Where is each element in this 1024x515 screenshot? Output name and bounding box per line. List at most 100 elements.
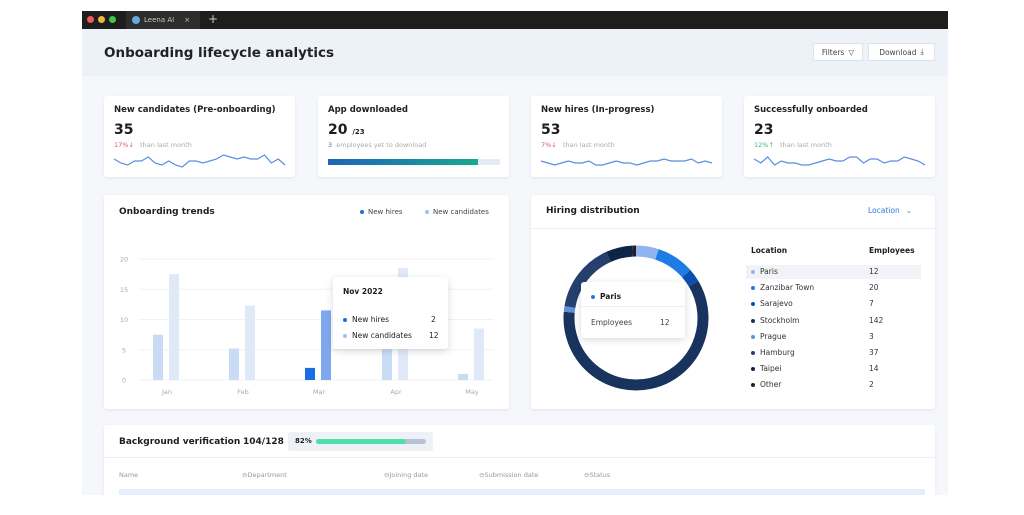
column-label: Name xyxy=(119,471,139,479)
donut-slice[interactable] xyxy=(564,251,611,309)
distribution-title: Hiring distribution xyxy=(546,206,640,216)
legend-dot xyxy=(360,210,364,214)
minimize-window-button[interactable] xyxy=(98,16,105,23)
download-icon: ⤓ xyxy=(920,47,924,56)
legend-new-candidates[interactable]: New candidates xyxy=(425,208,489,216)
donut-slice[interactable] xyxy=(682,270,699,287)
donut-slice[interactable] xyxy=(563,280,709,391)
donut-slice[interactable] xyxy=(635,245,659,260)
legend-new-hires[interactable]: New hires xyxy=(360,208,403,216)
donut-slice[interactable] xyxy=(655,249,691,278)
location-name: Sarajevo xyxy=(760,299,793,309)
filters-label: Filters xyxy=(821,47,845,57)
legend-dot xyxy=(425,210,429,214)
bar-new-candidates[interactable] xyxy=(321,310,331,380)
onboarding-trends-card: Onboarding trends New hires New candidat… xyxy=(104,195,509,409)
progress-fill xyxy=(316,439,407,444)
y-tick-label: 5 xyxy=(122,346,126,354)
location-row[interactable]: Taipei 14 xyxy=(746,362,921,376)
sort-icon: ⊖ xyxy=(479,471,485,479)
bar-new-hires[interactable] xyxy=(458,373,468,380)
location-row[interactable]: Stockholm 142 xyxy=(746,314,921,328)
filter-icon: ▽ xyxy=(848,47,855,57)
location-row[interactable]: Prague 3 xyxy=(746,330,921,344)
employee-count: 142 xyxy=(869,315,884,325)
kpi-number: 53 xyxy=(541,122,561,138)
column-header[interactable]: ⊖Joining date xyxy=(384,471,428,479)
tab-bar: Leena AI × + xyxy=(82,11,948,29)
kpi-caption: 3 employees yet to download xyxy=(328,141,426,149)
legend-dot xyxy=(751,270,755,274)
kpi-title: New candidates (Pre-onboarding) xyxy=(114,105,276,115)
close-window-button[interactable] xyxy=(87,16,94,23)
download-progress xyxy=(328,159,500,165)
location-dropdown[interactable]: Location ⌄ xyxy=(868,206,912,215)
pending-count: 3 xyxy=(328,141,333,149)
browser-window: Leena AI × + Onboarding lifecycle analyti… xyxy=(82,11,948,495)
location-row[interactable]: Zanzibar Town 20 xyxy=(746,281,921,295)
tab-close-icon[interactable]: × xyxy=(184,16,191,24)
employee-count: 37 xyxy=(869,348,879,357)
x-tick-label: May xyxy=(465,388,479,396)
employee-count: 14 xyxy=(869,364,879,374)
sort-icon: ⊖ xyxy=(584,471,590,479)
download-button[interactable]: Download ⤓ xyxy=(868,43,935,61)
bar-new-hires[interactable] xyxy=(382,337,392,380)
column-header[interactable]: ⊖Submission date xyxy=(479,471,538,479)
browser-tab[interactable]: Leena AI × xyxy=(126,11,200,29)
kpi-card[interactable]: New hires (In-progress) 53 7%↓ than last … xyxy=(531,96,722,177)
x-tick-label: Feb xyxy=(237,388,249,396)
change-percent: 17%↓ xyxy=(114,141,134,149)
new-tab-button[interactable]: + xyxy=(208,12,219,26)
column-header[interactable]: ⊖Status xyxy=(584,471,610,479)
location-row[interactable]: Sarajevo 7 xyxy=(746,297,921,311)
column-header-employees: Employees xyxy=(869,246,915,255)
tab-title: Leena AI xyxy=(144,16,175,24)
kpi-change: 12%↑ than last month xyxy=(754,141,832,149)
kpi-change: 17%↓ than last month xyxy=(114,141,192,149)
legend-dot xyxy=(751,302,755,307)
bar-new-hires[interactable] xyxy=(153,334,163,380)
divider xyxy=(531,228,935,229)
change-percent: 7%↓ xyxy=(541,141,557,149)
legend-dot xyxy=(751,367,755,372)
progress-percent: 82% xyxy=(295,437,312,445)
legend-dot xyxy=(751,334,755,339)
chart-tooltip: Nov 2022 New hires 2 New candidates 12 xyxy=(333,277,448,349)
column-header[interactable]: Name xyxy=(119,471,138,479)
tooltip-location: Paris xyxy=(600,292,622,301)
tooltip-value: 2 xyxy=(431,315,436,324)
filters-button[interactable]: Filters ▽ xyxy=(813,43,863,61)
dropdown-label: Location xyxy=(868,206,900,215)
tooltip-value: 12 xyxy=(660,318,670,327)
location-row[interactable]: Hamburg 37 xyxy=(746,346,921,360)
kpi-number: 23 xyxy=(754,122,774,138)
y-tick-label: 10 xyxy=(120,316,128,324)
bar-new-hires[interactable] xyxy=(305,367,315,380)
sort-icon: ⊖ xyxy=(242,471,248,479)
bar-new-candidates[interactable] xyxy=(169,274,179,380)
kpi-card[interactable]: App downloaded 20 /23 3 employees yet to … xyxy=(318,96,509,177)
location-row[interactable]: Other 2 xyxy=(746,378,921,392)
change-caption: than last month xyxy=(780,141,832,149)
bar-new-candidates[interactable] xyxy=(245,305,255,380)
location-name: Prague xyxy=(760,331,787,341)
sparkline-line xyxy=(113,154,286,168)
donut-slice[interactable] xyxy=(606,245,633,263)
legend-dot xyxy=(343,317,347,322)
bar-new-candidates[interactable] xyxy=(474,328,484,380)
kpi-card[interactable]: New candidates (Pre-onboarding) 35 17%↓ t… xyxy=(104,96,295,177)
y-tick-label: 15 xyxy=(120,286,128,294)
maximize-window-button[interactable] xyxy=(109,16,116,23)
verification-progress: 82% xyxy=(288,432,433,451)
kpi-card[interactable]: Successfully onboarded 23 12%↑ than last … xyxy=(744,96,935,177)
donut-slice[interactable] xyxy=(563,306,576,313)
legend-dot xyxy=(751,286,755,291)
table-row[interactable] xyxy=(119,489,925,495)
column-header[interactable]: ⊖Department xyxy=(242,471,287,479)
bar-new-hires[interactable] xyxy=(229,348,239,380)
location-row[interactable]: Paris 12 xyxy=(746,265,921,279)
sparkline xyxy=(753,156,926,166)
kpi-value: 53 xyxy=(541,122,560,138)
x-tick-label: Jan xyxy=(161,388,172,396)
